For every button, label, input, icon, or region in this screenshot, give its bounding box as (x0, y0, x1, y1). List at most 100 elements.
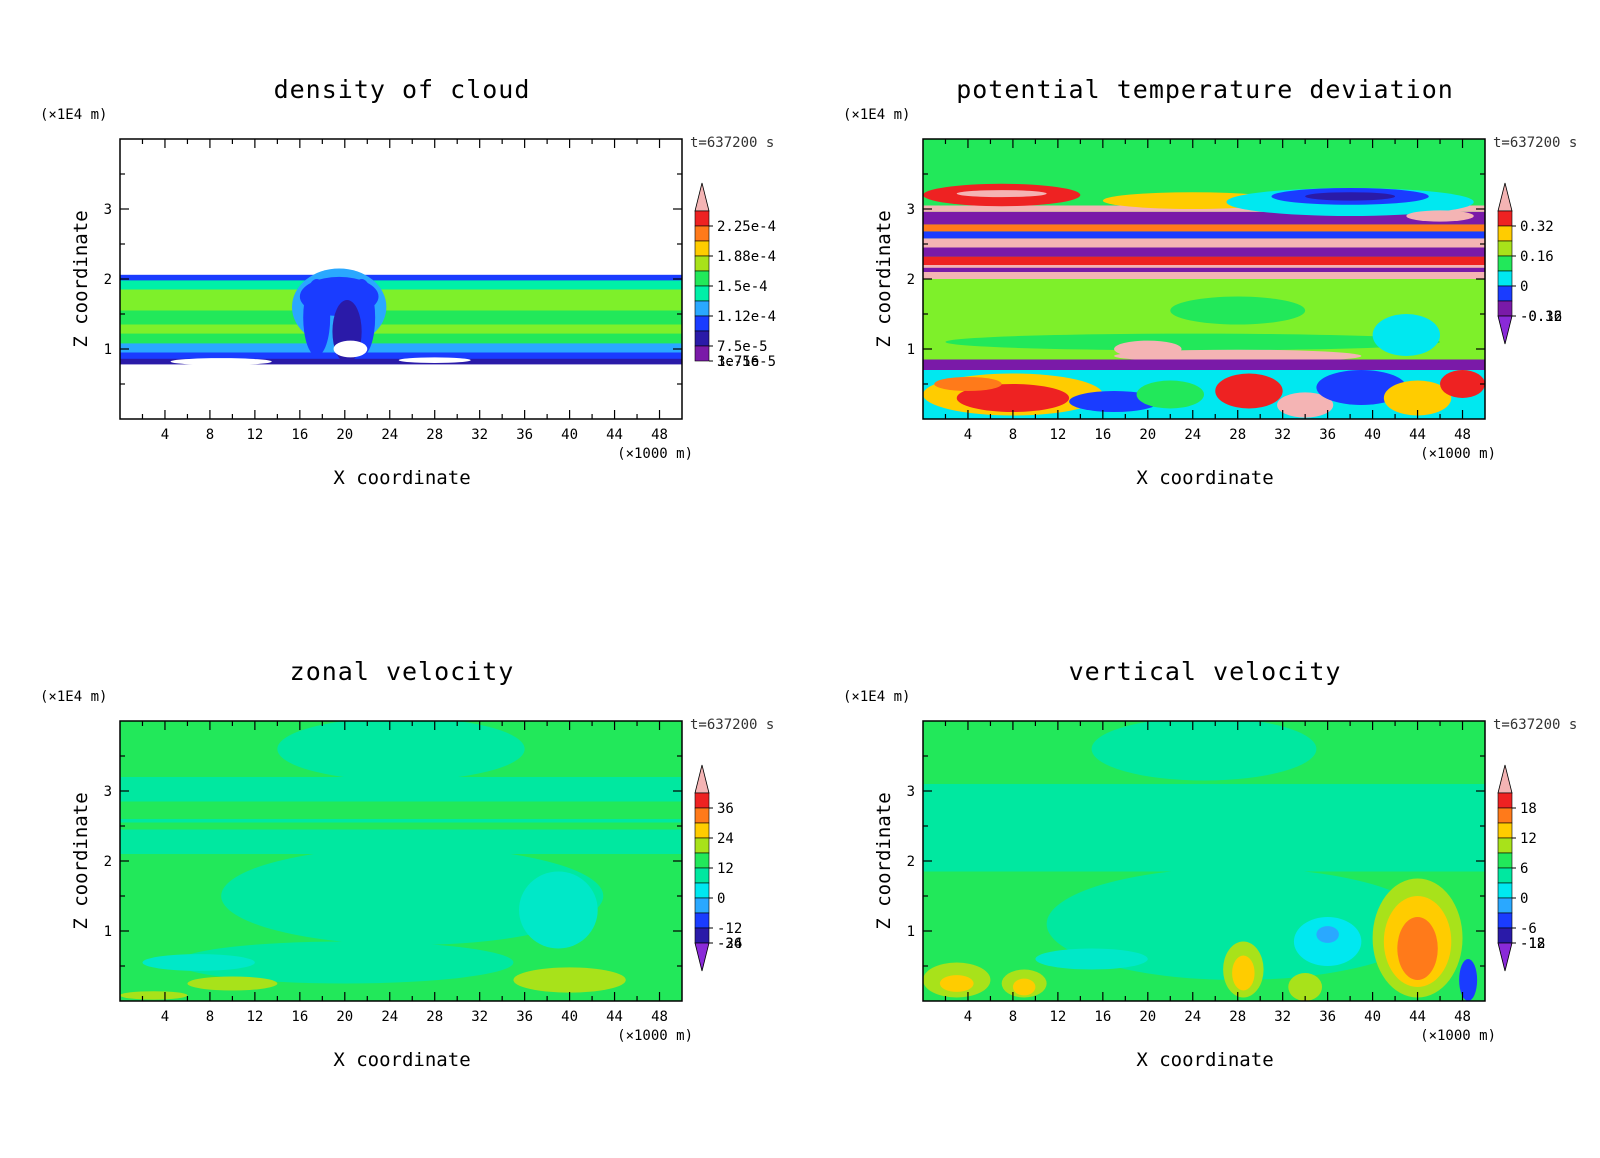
colorbar-swatch (1497, 285, 1513, 302)
contour-region-34 (1440, 370, 1485, 398)
chart-title: density of cloud (274, 75, 531, 104)
colorbar-swatch (1497, 897, 1513, 914)
contour-region-13 (333, 340, 368, 358)
contour-region-7 (176, 941, 514, 984)
y-tick-label: 2 (104, 854, 112, 870)
contour-region-11 (120, 991, 188, 1000)
chart-title: zonal velocity (290, 657, 515, 686)
x-axis-label: X coordinate (1136, 1049, 1273, 1071)
contour-region-4 (277, 721, 525, 781)
x-tick-label: 20 (336, 427, 353, 443)
contour-region-22 (1406, 210, 1474, 222)
x-unit-label: (×1000 m) (1420, 446, 1496, 462)
panel-zonal-velocity: zonal velocity (×1E4 m) t=637200 s Z coo… (40, 657, 774, 1071)
colorbar-swatch (1497, 300, 1513, 317)
x-tick-label: 12 (1049, 427, 1066, 443)
colorbar-label: 7.5e-5 (717, 339, 768, 355)
contour-region-10 (303, 279, 331, 356)
colorbar-label: 1.12e-4 (717, 309, 776, 325)
colorbar-label: -24 (717, 936, 742, 952)
colorbar: 2.25e-4 1.88e-4 1.5e-4 1.12e-4 7.5e-53.75e-5… (694, 182, 776, 370)
colorbar-label: 3.75e-5 (717, 354, 776, 370)
colorbar-swatch (694, 852, 710, 869)
colorbar-swatch (1497, 882, 1513, 899)
contour-region-11 (923, 238, 1485, 248)
colorbar-swatch (694, 882, 710, 899)
contour-region-16 (1288, 973, 1323, 1001)
y-tick-label: 2 (907, 272, 915, 288)
y-unit-label: (×1E4 m) (40, 689, 107, 705)
x-tick-label: 8 (206, 427, 214, 443)
contour-region-13 (923, 224, 1485, 232)
x-tick-label: 28 (426, 427, 443, 443)
colorbar-swatch (1497, 225, 1513, 242)
colorbar-swatch (694, 270, 710, 287)
x-tick-label: 16 (1094, 427, 1111, 443)
x-unit-label: (×1000 m) (617, 446, 693, 462)
contour-region-2 (1091, 721, 1317, 781)
x-tick-label: 44 (606, 427, 623, 443)
y-axis-label: Z coordinate (873, 792, 895, 929)
y-axis-label: Z coordinate (70, 792, 92, 929)
x-unit-label: (×1000 m) (1420, 1028, 1496, 1044)
colorbar-swatch (694, 330, 710, 347)
contour-region-2 (120, 289, 682, 311)
colorbar-swatch (1497, 837, 1513, 854)
colorbar-lower-arrow (1497, 315, 1513, 345)
contour-region-12 (923, 231, 1485, 239)
colorbar-swatch (694, 240, 710, 257)
contour-region-8 (142, 954, 255, 971)
x-axis-label: X coordinate (333, 467, 470, 489)
y-unit-label: (×1E4 m) (40, 107, 107, 123)
contour-field (119, 720, 683, 1002)
x-tick-label: 4 (161, 1009, 169, 1025)
colorbar-label: 0 (717, 891, 725, 907)
x-tick-label: 44 (1409, 427, 1426, 443)
x-tick-label: 20 (1139, 1009, 1156, 1025)
colorbar-label: 1e-16 (717, 354, 759, 370)
colorbar-swatch (694, 255, 710, 272)
x-tick-label: 28 (426, 1009, 443, 1025)
colorbar: 36 24 12 0 -12-24-36 (694, 764, 742, 972)
x-tick-label: 36 (516, 427, 533, 443)
panel-vertical-velocity: vertical velocity (×1E4 m) t=637200 s Z … (843, 657, 1577, 1071)
colorbar-label: -18 (1520, 936, 1545, 952)
x-tick-label: 48 (1454, 1009, 1471, 1025)
colorbar-swatch (694, 867, 710, 884)
x-tick-label: 16 (291, 427, 308, 443)
contour-region-9 (1459, 959, 1478, 1001)
contour-region-8 (923, 267, 1485, 272)
contour-region-1 (923, 784, 1485, 872)
y-tick-label: 3 (104, 784, 112, 800)
x-tick-label: 8 (1009, 427, 1017, 443)
colorbar-swatch (694, 822, 710, 839)
x-tick-label: 28 (1229, 1009, 1246, 1025)
y-unit-label: (×1E4 m) (843, 689, 910, 705)
x-tick-label: 32 (1274, 1009, 1291, 1025)
colorbar-swatch (1497, 912, 1513, 929)
colorbar-swatch (694, 225, 710, 242)
x-tick-label: 12 (246, 1009, 263, 1025)
colorbar-swatch (694, 300, 710, 317)
colorbar-swatch (694, 927, 710, 944)
field-regions (120, 268, 682, 366)
x-axis-label: X coordinate (1136, 467, 1273, 489)
colorbar-swatch (1497, 255, 1513, 272)
contour-region-3 (120, 822, 682, 830)
contour-region-31 (1277, 392, 1334, 418)
x-tick-label: 8 (206, 1009, 214, 1025)
contour-region-6 (1114, 340, 1182, 358)
time-label: t=637200 s (690, 135, 774, 151)
field-regions (120, 721, 682, 1001)
contour-region-9 (923, 256, 1485, 265)
colorbar-label: -36 (717, 936, 742, 952)
colorbar: 0.32 0.16 0 -0.16-0.32 (1497, 182, 1562, 345)
colorbar-lower-arrow (1497, 942, 1513, 972)
colorbar-swatch (694, 807, 710, 824)
x-axis-label: X coordinate (333, 1049, 470, 1071)
x-tick-label: 8 (1009, 1009, 1017, 1025)
contour-region-15 (1232, 955, 1255, 991)
